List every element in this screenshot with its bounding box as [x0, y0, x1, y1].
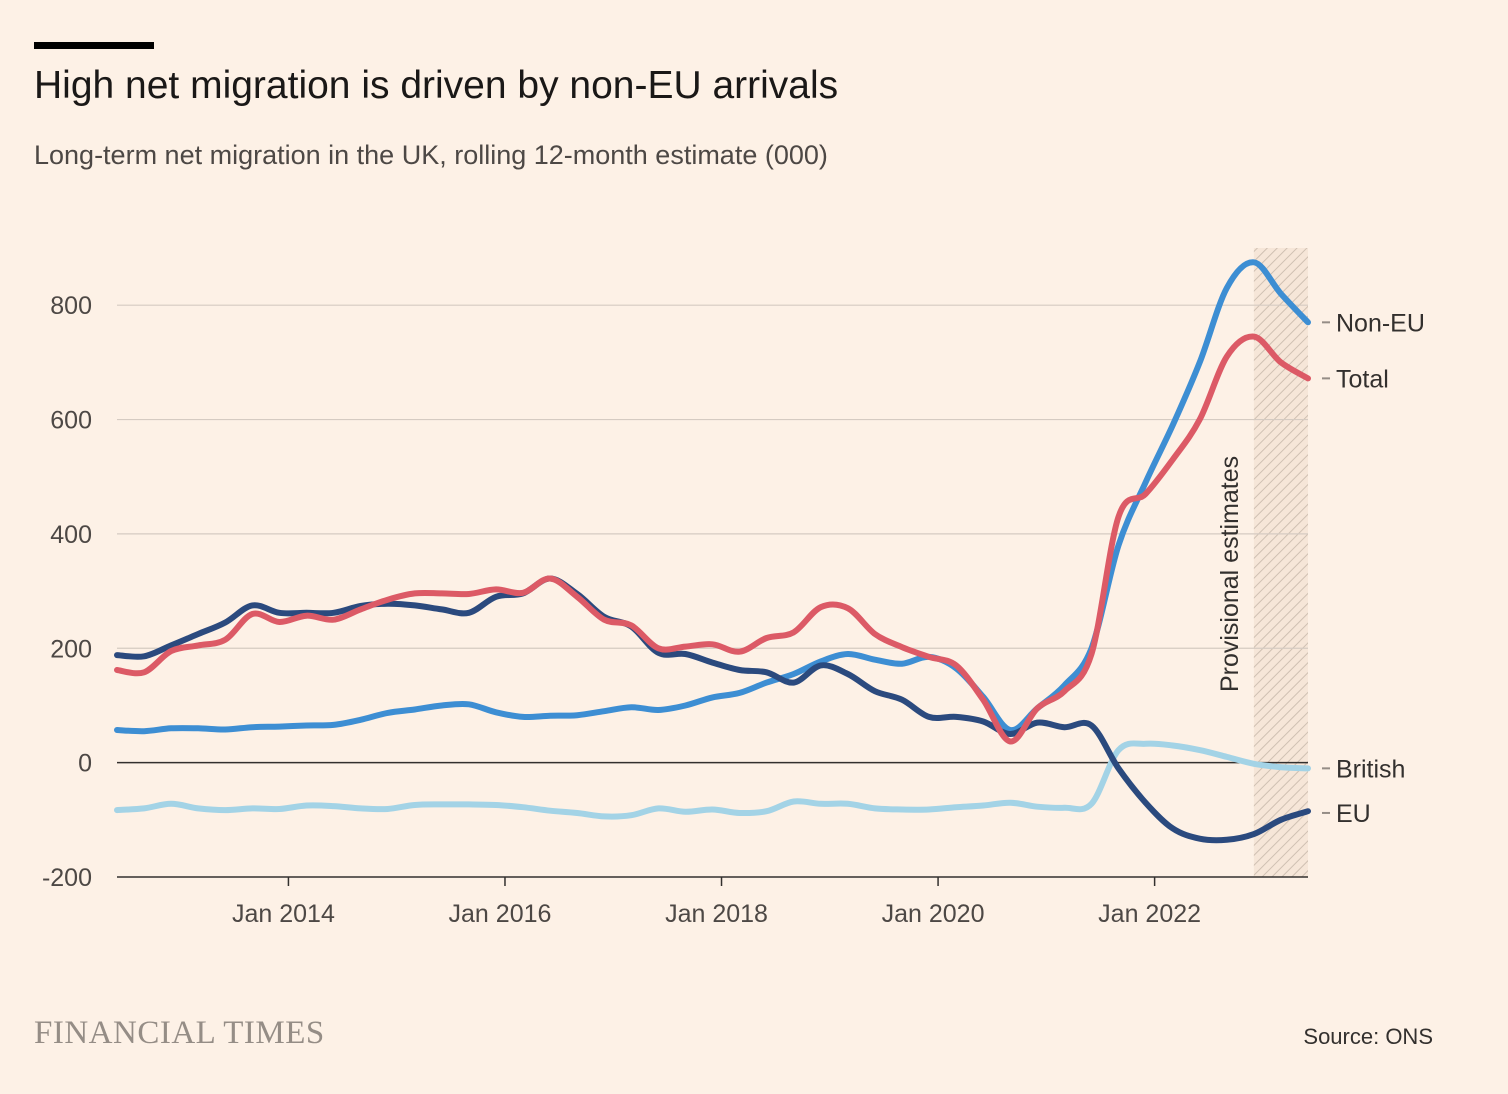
source-note: Source: ONS	[1303, 1024, 1433, 1049]
x-tick-label: Jan 2014	[232, 900, 335, 928]
series-line-total	[114, 333, 1311, 745]
y-tick-label: 0	[78, 750, 92, 778]
y-tick-label: -200	[42, 864, 92, 892]
series-label: Non-EU	[1336, 309, 1425, 337]
series-label: Total	[1336, 365, 1389, 393]
series-line-non-eu	[114, 259, 1311, 735]
provisional-shade	[1253, 248, 1308, 877]
provisional-label: Provisional estimates	[1216, 456, 1244, 692]
x-tick-label: Jan 2016	[449, 900, 552, 928]
x-tick-label: Jan 2018	[665, 900, 768, 928]
chart-subtitle: Long-term net migration in the UK, rolli…	[34, 140, 828, 170]
y-tick-label: 600	[50, 407, 92, 435]
series-line-eu	[114, 575, 1311, 844]
header-accent-bar	[34, 42, 154, 49]
x-tick-label: Jan 2020	[882, 900, 985, 928]
ft-logo: FINANCIAL TIMES	[34, 1015, 325, 1051]
chart-title: High net migration is driven by non-EU a…	[34, 64, 839, 107]
series-label: EU	[1336, 800, 1371, 828]
y-tick-label: 200	[50, 635, 92, 663]
series-line-british	[114, 740, 1311, 820]
series-label: British	[1336, 755, 1405, 783]
y-tick-label: 800	[50, 292, 92, 320]
x-tick-label: Jan 2022	[1098, 900, 1201, 928]
y-tick-label: 400	[50, 521, 92, 549]
